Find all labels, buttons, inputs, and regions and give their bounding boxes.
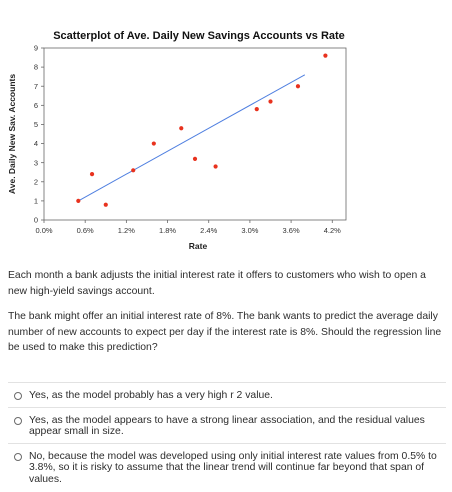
y-tick-label: 4 <box>34 139 38 148</box>
y-tick-label: 6 <box>34 101 38 110</box>
y-tick-label: 5 <box>34 120 38 129</box>
radio-button-b[interactable] <box>14 416 22 425</box>
answer-option-b[interactable]: Yes, as the model appears to have a stro… <box>8 406 446 443</box>
y-tick-label: 3 <box>34 158 38 167</box>
y-tick-label: 1 <box>34 196 38 205</box>
data-point <box>89 172 95 177</box>
radio-button-a[interactable] <box>14 392 22 400</box>
y-tick-label: 0 <box>34 216 38 225</box>
answer-option-c[interactable]: No, because the model was developed usin… <box>8 442 446 491</box>
y-tick-label: 8 <box>34 63 38 72</box>
answer-option-a-label: Yes, as the model probably has a very hi… <box>29 390 273 401</box>
regression-line <box>78 74 306 202</box>
data-point <box>76 198 81 203</box>
plot-area <box>43 47 347 221</box>
answer-options: Yes, as the model probably has a very hi… <box>8 382 446 490</box>
data-point <box>192 156 198 161</box>
data-point <box>131 168 136 173</box>
x-tick-label: 2.4% <box>200 226 217 235</box>
data-point <box>254 107 259 112</box>
chart-title: Scatterplot of Ave. Daily New Savings Ac… <box>53 30 345 42</box>
y-tick-label: 7 <box>34 82 38 91</box>
x-tick-label: 0.6% <box>77 226 94 235</box>
x-axis-label: Rate <box>189 241 208 251</box>
data-points <box>76 53 328 207</box>
answer-option-b-label: Yes, as the model appears to have a stro… <box>29 414 425 438</box>
question-paragraph-1: Each month a bank adjusts the initial in… <box>8 270 426 297</box>
x-tick-label: 0.0% <box>35 226 52 235</box>
y-tick-label: 9 <box>34 44 38 53</box>
question-paragraph-2: The bank might offer an initial interest… <box>8 311 442 353</box>
scatter-chart: Scatterplot of Ave. Daily New Savings Ac… <box>7 30 347 251</box>
answer-option-a[interactable]: Yes, as the model probably has a very hi… <box>8 382 446 407</box>
data-point <box>179 126 184 131</box>
x-axis-ticks: 0.0% 0.6% 1.2% 1.8% 2.4% 3.0% 3.6% 4.2% <box>35 220 341 235</box>
answer-option-c-label: No, because the model was developed usin… <box>29 450 437 485</box>
radio-button-c[interactable] <box>14 452 22 461</box>
data-point <box>268 99 273 104</box>
question-text: Each month a bank adjusts the initial in… <box>8 268 446 366</box>
data-point <box>295 84 301 89</box>
y-axis-label: Ave. Daily New Sav. Accounts <box>7 74 17 194</box>
x-tick-label: 3.0% <box>241 226 258 235</box>
data-point <box>323 53 328 58</box>
x-tick-label: 1.2% <box>118 226 135 235</box>
data-point <box>213 164 218 169</box>
x-tick-label: 4.2% <box>324 226 341 235</box>
y-axis-ticks: 0 1 2 3 4 5 6 7 8 9 <box>34 44 44 225</box>
x-tick-label: 1.8% <box>159 226 176 235</box>
x-tick-label: 3.6% <box>283 226 300 235</box>
data-point <box>103 202 108 207</box>
y-tick-label: 2 <box>34 177 38 186</box>
data-point <box>151 141 156 146</box>
